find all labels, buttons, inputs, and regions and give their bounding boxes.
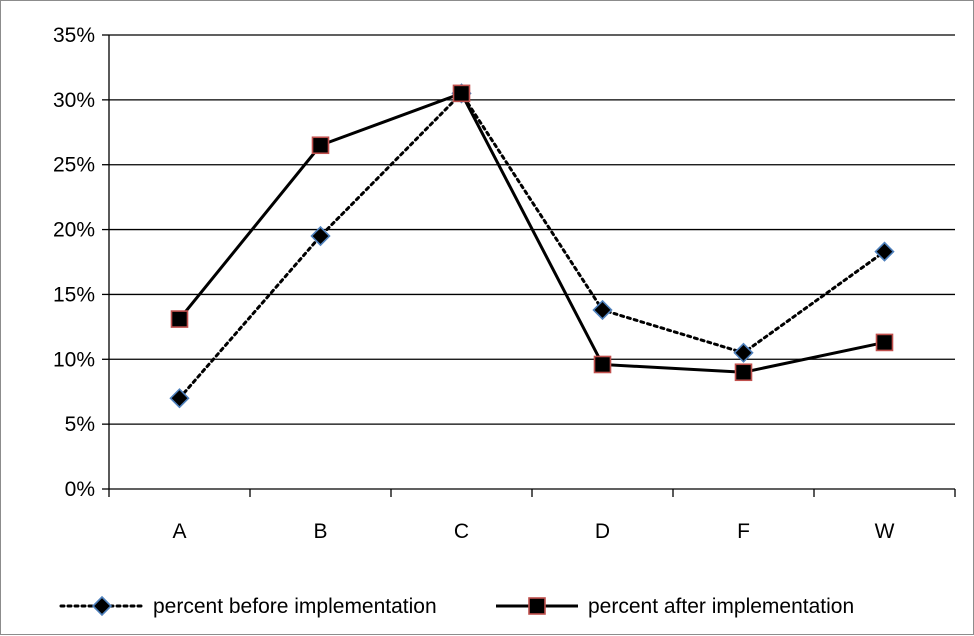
legend-label-1: percent before implementation [153,595,437,618]
x-tick-label: A [172,520,186,543]
y-tick-label: 0% [65,478,95,501]
plot-series [169,83,895,409]
data-point-series-1 [874,241,895,262]
legend-label-2: percent after implementation [588,595,854,618]
y-tick-label: 5% [65,413,95,436]
y-axis-ticks: 0% 5% 10% 15% 20% 25% 30% 35% [53,24,109,501]
x-tick-label: C [454,520,469,543]
data-point-series-2 [734,363,753,382]
data-point-series-2 [170,310,189,328]
y-tick-label: 30% [53,89,95,112]
legend-marker-2 [528,597,546,615]
data-point-series-1 [733,342,754,363]
gridlines [109,34,955,425]
axes [108,35,955,490]
data-point-series-1 [310,225,331,247]
y-tick-label: 15% [53,283,95,306]
data-point-series-2 [311,136,330,155]
y-tick-label: 20% [53,219,95,242]
data-point-series-2 [452,84,471,103]
series-line-2 [178,91,885,374]
data-point-series-2 [875,333,894,352]
y-tick-label: 25% [53,154,95,177]
x-tick-label: B [313,520,327,543]
y-tick-label: 35% [53,24,95,47]
legend-marker-1 [91,595,113,617]
series-line-1 [178,90,886,400]
data-point-series-1 [169,388,190,409]
x-tick-label: D [595,520,610,543]
data-point-series-2 [593,355,612,374]
x-tick-label: W [875,520,895,543]
data-point-series-1 [592,299,613,321]
y-tick-label: 10% [53,348,95,371]
legend: percent before implementation percent aft… [59,595,854,618]
x-tick-label: F [737,520,750,543]
